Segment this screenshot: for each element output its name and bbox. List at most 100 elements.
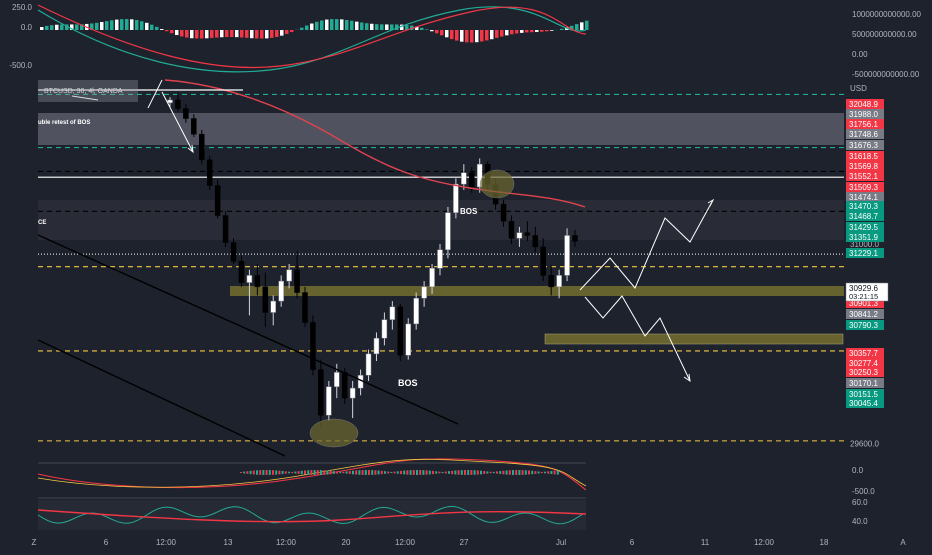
price-badge-21[interactable]: 30170.1: [846, 378, 884, 388]
osc1-bar: [278, 471, 280, 475]
price-badge-12[interactable]: 31429.5: [846, 222, 884, 232]
price-badge-text: 31351.9: [849, 233, 878, 242]
price-badge-9[interactable]: 31474.1: [846, 192, 884, 202]
macd-bar: [160, 29, 164, 30]
macd-bar: [215, 30, 219, 38]
osc1-bar: [448, 471, 450, 474]
candle-30[interactable]: [406, 318, 411, 359]
macd-bar: [320, 20, 324, 30]
price-badge-text: 30045.4: [849, 399, 878, 408]
osc1-bar: [413, 470, 415, 475]
osc1-bar: [240, 472, 242, 473]
osc1-bar: [509, 470, 511, 475]
candle-50[interactable]: [565, 228, 570, 281]
macd-bar: [125, 19, 129, 30]
highlight-ellipse-top[interactable]: [480, 170, 514, 198]
macd-bar: [140, 21, 144, 30]
osc1-bar: [294, 471, 296, 473]
macd-bar: [550, 30, 554, 31]
price-badge-18[interactable]: 30357.7: [846, 348, 884, 358]
candle-7[interactable]: [223, 211, 228, 247]
macd-bar: [315, 22, 319, 30]
price-badge-13[interactable]: 31351.9: [846, 232, 884, 242]
current-price-badge[interactable]: 30929.603:21:15: [846, 283, 888, 301]
price-badge-14[interactable]: 31229.1: [846, 248, 884, 258]
macd-bar: [190, 30, 194, 38]
candle-body: [525, 233, 530, 236]
osc1-label-0: 0.0: [852, 466, 864, 475]
price-badge-5[interactable]: 31618.5: [846, 151, 884, 161]
price-badge-16[interactable]: 30841.2: [846, 309, 884, 319]
price-badge-20[interactable]: 30250.3: [846, 367, 884, 377]
price-badge-7[interactable]: 31552.1: [846, 171, 884, 181]
price-badge-text: 31676.3: [849, 141, 878, 150]
price-badge-22[interactable]: 30151.5: [846, 389, 884, 399]
price-badge-text: 31509.3: [849, 183, 878, 192]
osc2-label-0: 60.0: [852, 498, 868, 507]
osc1-bar: [480, 471, 482, 475]
macd-bar: [280, 30, 284, 36]
candle-18[interactable]: [310, 315, 315, 375]
candle-body: [469, 173, 474, 187]
macd-bar: [370, 24, 374, 30]
macd-bar: [275, 30, 279, 37]
price-badge-0[interactable]: 32048.9: [846, 99, 884, 109]
macd-bar: [145, 23, 149, 30]
osc1-bar: [269, 470, 271, 475]
candle-5[interactable]: [207, 156, 212, 190]
macd-bar: [490, 30, 494, 39]
price-badge-8[interactable]: 31509.3: [846, 182, 884, 192]
macd-bar: [240, 30, 244, 37]
osc1-bar: [314, 470, 316, 475]
price-badge-text: 30841.2: [849, 310, 878, 319]
price-badge-11[interactable]: 31468.7: [846, 211, 884, 221]
macd-bar: [195, 30, 199, 39]
price-badge-17[interactable]: 30790.3: [846, 320, 884, 330]
candle-4[interactable]: [199, 130, 204, 164]
price-badge-2[interactable]: 31756.1: [846, 119, 884, 129]
candle-body: [279, 281, 284, 301]
osc1-bar: [544, 472, 546, 474]
macd-bar: [440, 30, 444, 35]
symbol-legend[interactable]: BTCUSD, 30, 4l, OANDA: [38, 80, 138, 102]
macd-bar: [60, 25, 64, 30]
currency-label: USD: [850, 84, 867, 93]
macd-bar: [465, 30, 469, 42]
candle-17[interactable]: [303, 287, 308, 327]
time-tick-0: Z: [32, 538, 37, 547]
candle-body: [207, 160, 212, 186]
price-badge-1[interactable]: 31988.0: [846, 109, 884, 119]
macd-bar: [135, 20, 139, 30]
candle-6[interactable]: [215, 180, 220, 219]
price-badge-10[interactable]: 31470.3: [846, 201, 884, 211]
macd-bar: [500, 30, 504, 37]
macd-right-label-0: 1000000000000.00: [852, 10, 922, 19]
candle-body: [461, 173, 466, 184]
candle-36[interactable]: [453, 178, 458, 218]
price-badge-3[interactable]: 31748.6: [846, 129, 884, 139]
macd-bar: [435, 30, 439, 33]
osc1-bar: [275, 470, 277, 474]
candle-20[interactable]: [326, 381, 331, 421]
price-badge-text: 30170.1: [849, 379, 878, 388]
candle-body: [366, 354, 371, 375]
highlight-ellipse-bottom[interactable]: [310, 419, 358, 447]
osc1-bar: [435, 471, 437, 473]
candle-29[interactable]: [398, 304, 403, 361]
osc1-bar: [323, 470, 325, 475]
price-badge-6[interactable]: 31569.8: [846, 161, 884, 171]
macd-bar: [580, 22, 584, 30]
osc1-bar: [474, 470, 476, 475]
annotation-label-0: uble retest of BOS: [38, 120, 90, 126]
candle-31[interactable]: [414, 293, 419, 330]
macd-bar: [495, 30, 499, 38]
osc1-bar: [365, 470, 367, 475]
macd-bar: [430, 30, 434, 31]
macd-bar: [95, 23, 99, 30]
price-badge-4[interactable]: 31676.3: [846, 140, 884, 150]
price-badge-19[interactable]: 30277.4: [846, 358, 884, 368]
time-tick-1: 6: [104, 538, 109, 547]
price-badge-23[interactable]: 30045.4: [846, 398, 884, 408]
